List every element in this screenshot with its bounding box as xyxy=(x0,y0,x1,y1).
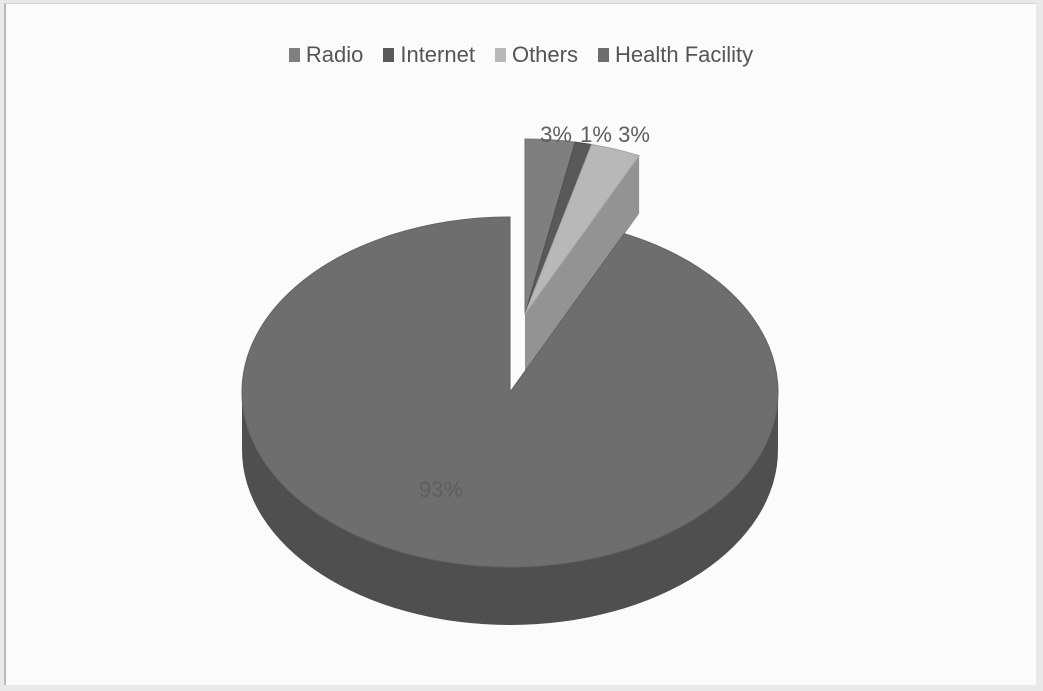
pie-slice-health-facility xyxy=(241,216,779,568)
legend-entry-health-facility: Health Facility xyxy=(597,42,754,68)
legend-label-health-facility: Health Facility xyxy=(614,42,754,67)
legend-entry-internet: Internet xyxy=(383,42,475,68)
legend-swatch-others xyxy=(494,48,506,62)
data-label-internet: 1% xyxy=(580,122,612,147)
legend-swatch-internet xyxy=(383,48,395,62)
legend-swatch-radio xyxy=(288,48,300,62)
legend-entry-radio: Radio xyxy=(288,42,364,68)
legend-label-internet: Internet xyxy=(400,42,475,67)
data-label-health-facility: 93% xyxy=(419,477,463,502)
pie-side-health-facility xyxy=(242,392,778,625)
data-label-radio: 3% xyxy=(540,122,572,147)
pie-wall-others-1 xyxy=(525,155,640,372)
pie-slice-others xyxy=(524,143,640,315)
chart-legend: Radio Internet Others Health Facility xyxy=(6,42,1036,68)
legend-label-radio: Radio xyxy=(305,42,364,67)
legend-swatch-health-facility xyxy=(597,48,609,62)
data-label-others: 3% xyxy=(618,122,650,147)
legend-entry-others: Others xyxy=(494,42,578,68)
legend-label-others: Others xyxy=(511,42,578,67)
pie-tops xyxy=(241,138,779,568)
